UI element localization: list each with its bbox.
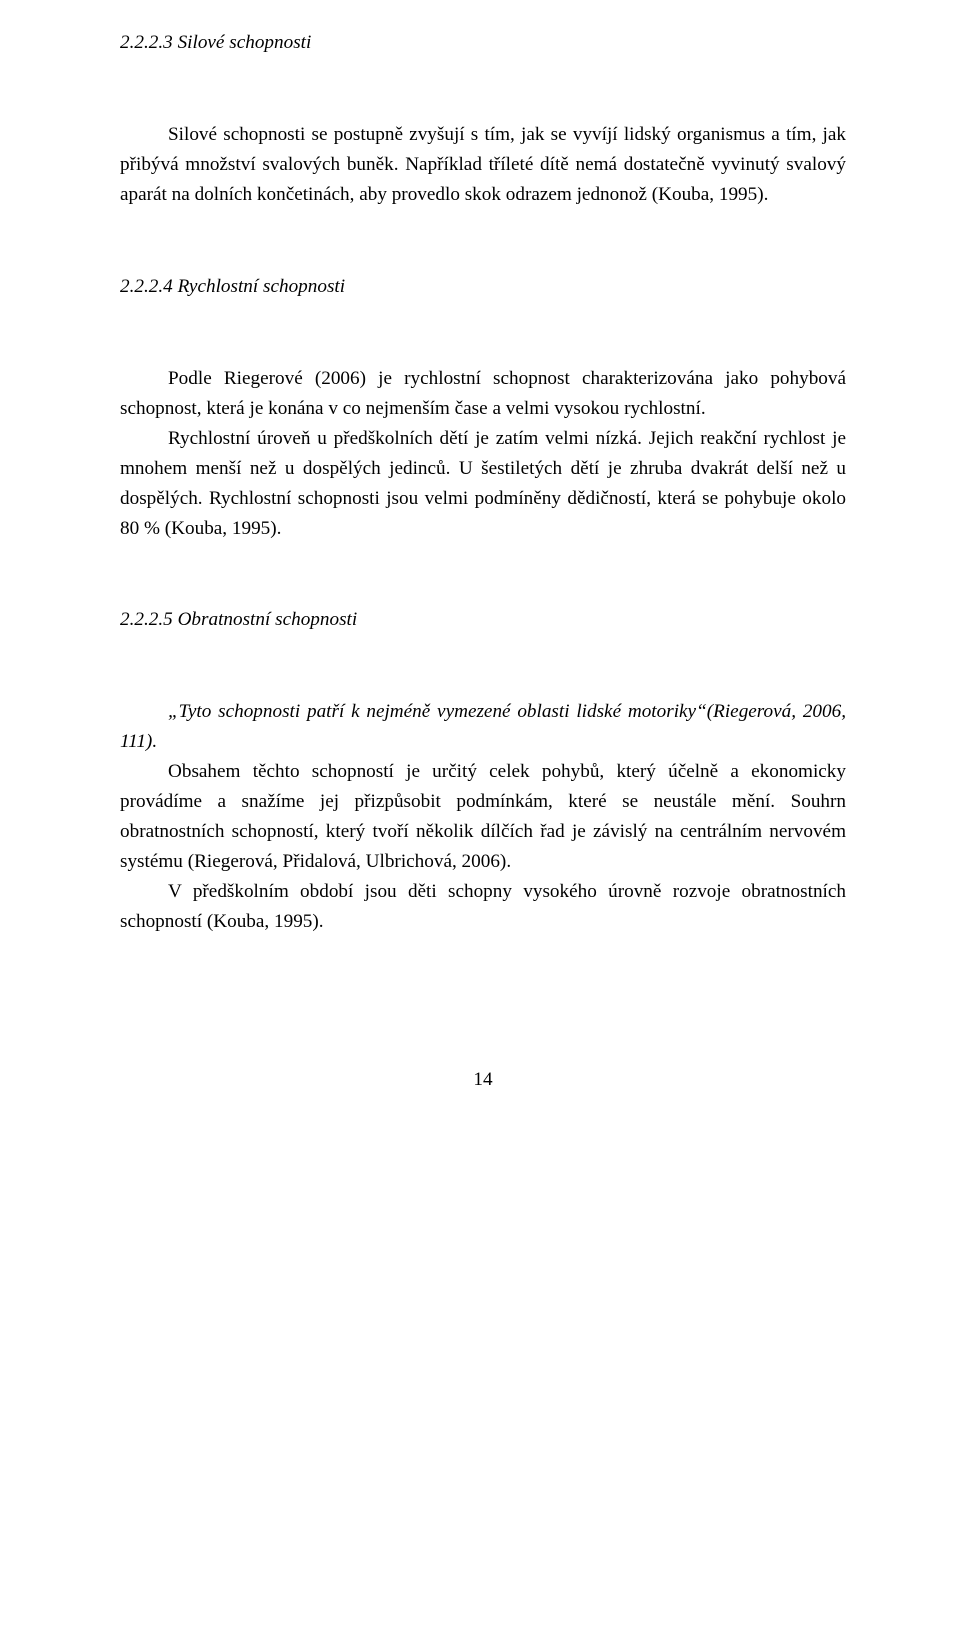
quote-text: „Tyto schopnosti patří k nejméně vymezen…	[120, 701, 846, 752]
paragraph-block-3: „Tyto schopnosti patří k nejméně vymezen…	[120, 697, 846, 937]
page-number: 14	[120, 1065, 846, 1095]
paragraph-block-2: Podle Riegerové (2006) je rychlostní sch…	[120, 364, 846, 544]
section-heading-3: 2.2.2.5 Obratnostní schopnosti	[120, 605, 846, 635]
paragraph-1: Silové schopnosti se postupně zvyšují s …	[120, 120, 846, 210]
paragraph-2a-text: Podle Riegerové (2006) je rychlostní sch…	[120, 368, 846, 419]
paragraph-1-text: Silové schopnosti se postupně zvyšují s …	[120, 124, 846, 205]
paragraph-2b-text: Rychlostní úroveň u předškolních dětí je…	[120, 428, 846, 539]
paragraph-3c-text: V předškolním období jsou děti schopny v…	[120, 881, 846, 932]
section-heading-2: 2.2.2.4 Rychlostní schopnosti	[120, 272, 846, 302]
document-page: 2.2.2.3 Silové schopnosti Silové schopno…	[0, 0, 960, 1640]
section-heading-1: 2.2.2.3 Silové schopnosti	[120, 28, 846, 58]
paragraph-3b-text: Obsahem těchto schopností je určitý cele…	[120, 761, 846, 872]
